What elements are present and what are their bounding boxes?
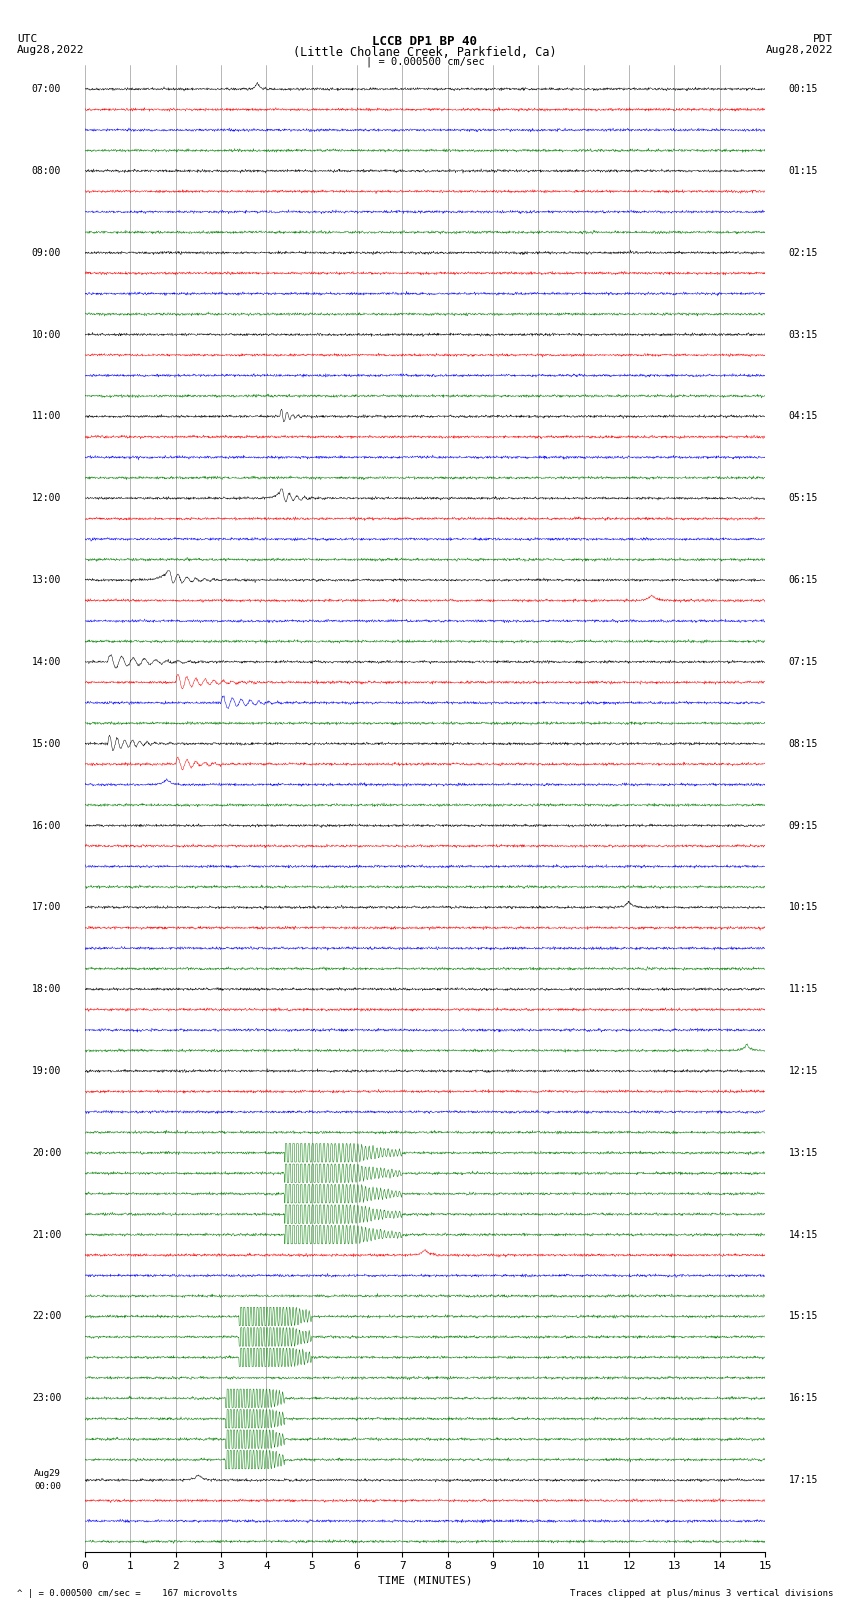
Text: 10:15: 10:15 (789, 902, 819, 913)
Text: 09:15: 09:15 (789, 821, 819, 831)
Text: 08:15: 08:15 (789, 739, 819, 748)
Text: (Little Cholane Creek, Parkfield, Ca): (Little Cholane Creek, Parkfield, Ca) (293, 45, 557, 60)
Text: Aug28,2022: Aug28,2022 (766, 45, 833, 55)
Text: 11:15: 11:15 (789, 984, 819, 994)
Text: | = 0.000500 cm/sec: | = 0.000500 cm/sec (366, 56, 484, 68)
Text: 16:15: 16:15 (789, 1394, 819, 1403)
Text: 02:15: 02:15 (789, 248, 819, 258)
Text: PDT: PDT (813, 34, 833, 44)
Text: 08:00: 08:00 (31, 166, 61, 176)
Text: 05:15: 05:15 (789, 494, 819, 503)
Text: 14:15: 14:15 (789, 1229, 819, 1240)
Text: Aug29: Aug29 (34, 1469, 61, 1479)
Text: 23:00: 23:00 (31, 1394, 61, 1403)
Text: 12:00: 12:00 (31, 494, 61, 503)
Text: 04:15: 04:15 (789, 411, 819, 421)
Text: 12:15: 12:15 (789, 1066, 819, 1076)
Text: UTC: UTC (17, 34, 37, 44)
Text: 01:15: 01:15 (789, 166, 819, 176)
Text: 17:15: 17:15 (789, 1476, 819, 1486)
Text: 13:15: 13:15 (789, 1148, 819, 1158)
Text: 16:00: 16:00 (31, 821, 61, 831)
Text: 18:00: 18:00 (31, 984, 61, 994)
Text: 20:00: 20:00 (31, 1148, 61, 1158)
Text: 14:00: 14:00 (31, 656, 61, 666)
Text: Aug28,2022: Aug28,2022 (17, 45, 84, 55)
Text: 07:00: 07:00 (31, 84, 61, 94)
Text: 15:15: 15:15 (789, 1311, 819, 1321)
Text: 06:15: 06:15 (789, 574, 819, 586)
Text: 00:00: 00:00 (34, 1482, 61, 1490)
Text: 11:00: 11:00 (31, 411, 61, 421)
Text: 07:15: 07:15 (789, 656, 819, 666)
Text: 10:00: 10:00 (31, 329, 61, 340)
Text: 09:00: 09:00 (31, 248, 61, 258)
Text: 03:15: 03:15 (789, 329, 819, 340)
Text: 22:00: 22:00 (31, 1311, 61, 1321)
Text: Traces clipped at plus/minus 3 vertical divisions: Traces clipped at plus/minus 3 vertical … (570, 1589, 833, 1598)
Text: ^ | = 0.000500 cm/sec =    167 microvolts: ^ | = 0.000500 cm/sec = 167 microvolts (17, 1589, 237, 1598)
Text: 21:00: 21:00 (31, 1229, 61, 1240)
X-axis label: TIME (MINUTES): TIME (MINUTES) (377, 1576, 473, 1586)
Text: LCCB DP1 BP 40: LCCB DP1 BP 40 (372, 35, 478, 48)
Text: 15:00: 15:00 (31, 739, 61, 748)
Text: 00:15: 00:15 (789, 84, 819, 94)
Text: 13:00: 13:00 (31, 574, 61, 586)
Text: 17:00: 17:00 (31, 902, 61, 913)
Text: 19:00: 19:00 (31, 1066, 61, 1076)
